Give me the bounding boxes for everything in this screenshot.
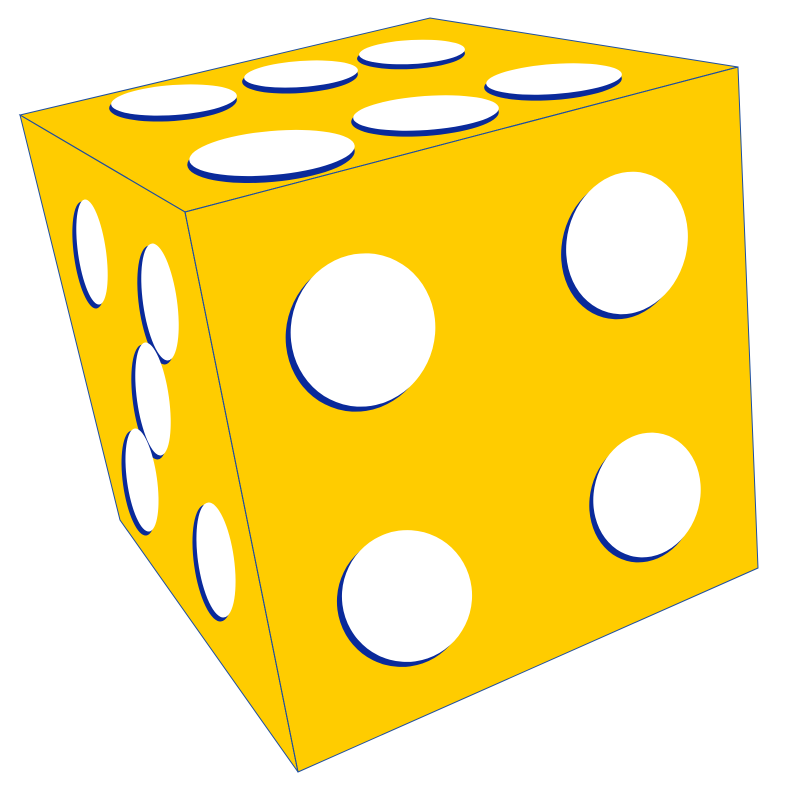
top-face-pips (109, 39, 622, 184)
side-pip-2 (137, 243, 179, 365)
die-edges (19, 66, 739, 773)
side-pip-4 (121, 428, 159, 536)
side-pip-5 (192, 502, 236, 622)
side-pip-1 (72, 199, 108, 309)
top-pip-6 (484, 63, 622, 101)
top-pip-2 (242, 60, 358, 94)
front-face-pips (285, 171, 701, 667)
front-pip-bottom-right (589, 432, 701, 563)
front-pip-top-left (285, 253, 436, 412)
top-pip-1 (109, 84, 237, 122)
top-pip-5 (351, 95, 499, 137)
side-pip-3 (131, 342, 171, 460)
front-pip-bottom-left (336, 530, 473, 667)
side-face-pips (72, 199, 236, 622)
front-pip-top-right (561, 171, 688, 320)
top-pip-3 (357, 39, 465, 70)
top-pip-4 (187, 129, 355, 184)
